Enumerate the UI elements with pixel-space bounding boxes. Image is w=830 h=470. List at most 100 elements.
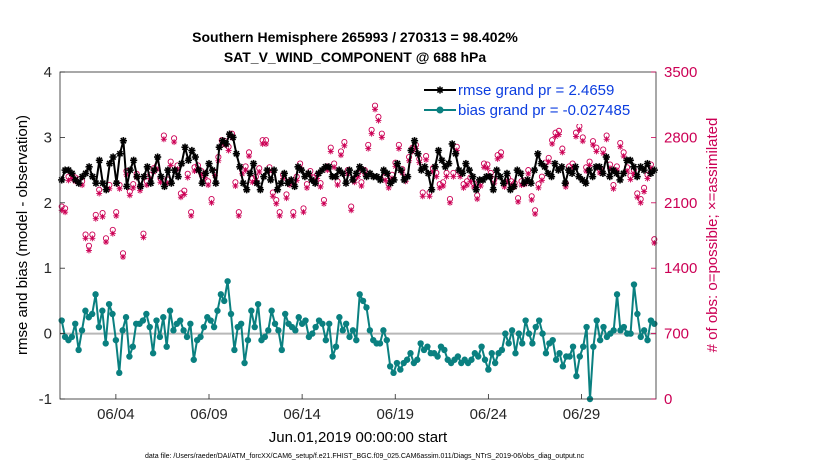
obs-assimilated-point — [395, 145, 402, 152]
obs-assimilated-point-stroke — [638, 200, 644, 206]
obs-assimilated-point-stroke — [372, 106, 378, 112]
bias-point — [78, 327, 86, 334]
bias-point — [529, 340, 536, 347]
rmse-point — [613, 169, 621, 177]
obs-assimilated-point — [610, 185, 617, 192]
bias-point — [491, 359, 499, 367]
rmse-point — [99, 179, 107, 187]
obs-assimilated-point-stroke — [576, 127, 582, 133]
chart-subtitle: SAT_V_WIND_COMPONENT @ 688 hPa — [224, 49, 487, 65]
rmse-point — [400, 176, 408, 184]
obs-assimilated-point — [365, 145, 372, 152]
y2-tick-label: 2100 — [664, 195, 697, 212]
rmse-point-stroke — [92, 180, 100, 187]
rmse-point — [647, 169, 655, 177]
obs-assimilated-point-stroke — [447, 200, 453, 206]
legend-rmse-marker-shape-stroke — [436, 86, 444, 94]
obs-assimilated-point-stroke — [130, 185, 136, 191]
rmse-point-stroke — [178, 160, 185, 167]
rmse-point — [253, 179, 261, 187]
rmse-point — [493, 166, 501, 174]
obs-assimilated-point — [572, 133, 579, 140]
obs-assimilated-point-stroke — [209, 200, 215, 206]
rmse-point — [191, 153, 199, 161]
obs-assimilated-point — [477, 182, 484, 189]
rmse-point-stroke — [353, 170, 360, 177]
rmse-point — [609, 166, 617, 174]
rmse-point — [452, 150, 460, 158]
bias-point — [522, 317, 529, 324]
bias-point — [166, 307, 174, 314]
rmse-point-stroke — [541, 163, 548, 170]
bias-point — [512, 350, 519, 357]
obs-assimilated-point-stroke — [284, 195, 289, 201]
obs-assimilated-point — [160, 136, 167, 143]
rmse-point-stroke — [449, 140, 456, 148]
obs-assimilated-point — [498, 153, 505, 160]
rmse-point-stroke — [89, 173, 96, 180]
obs-assimilated-point-stroke — [600, 150, 606, 156]
rmse-point-stroke — [175, 173, 182, 180]
rmse-point — [643, 159, 652, 168]
rmse-point-stroke — [103, 186, 110, 193]
rmse-point — [438, 156, 446, 164]
rmse-point — [390, 176, 398, 184]
obs-assimilated-point-stroke — [515, 199, 521, 205]
rmse-point — [75, 179, 83, 187]
bias-point — [485, 366, 492, 373]
bias-point — [129, 343, 137, 350]
bias-point — [82, 307, 89, 314]
obs-assimilated-point — [617, 143, 624, 150]
obs-assimilated-point — [358, 182, 365, 189]
obs-assimilated-point-stroke — [226, 148, 232, 153]
rmse-point-stroke — [534, 150, 541, 157]
bias-point — [187, 320, 194, 327]
obs-assimilated-point — [474, 196, 481, 203]
bias-point — [596, 336, 604, 344]
rmse-point-stroke — [164, 166, 172, 174]
bias-point — [281, 310, 289, 318]
obs-assimilated-point — [446, 199, 453, 206]
rmse-point-stroke — [253, 180, 261, 187]
bias-point — [481, 356, 489, 363]
bias-point — [532, 323, 539, 331]
rmse-point-stroke — [634, 173, 641, 180]
rmse-point-stroke — [140, 173, 148, 180]
bias-point — [342, 320, 350, 327]
rmse-point-stroke — [298, 166, 305, 174]
obs-assimilated-point-stroke — [338, 152, 344, 158]
bias-point — [119, 327, 126, 334]
obs-assimilated-point-stroke — [621, 153, 627, 159]
rmse-point-stroke — [527, 180, 535, 187]
obs-assimilated-point — [440, 182, 447, 189]
obs-assimilated-point — [92, 215, 99, 222]
obs-assimilated-point-stroke — [590, 142, 596, 148]
rmse-point-stroke — [616, 176, 624, 184]
rmse-point — [582, 179, 590, 187]
rmse-point — [510, 182, 518, 191]
bias-point — [566, 353, 573, 360]
obs-assimilated-point-stroke — [420, 193, 426, 199]
bias-point — [363, 304, 370, 311]
obs-assimilated-point-stroke — [62, 209, 68, 215]
obs-assimilated-point — [525, 170, 532, 177]
obs-assimilated-point — [443, 173, 450, 180]
obs-assimilated-point — [283, 195, 290, 202]
obs-assimilated-point-stroke — [379, 134, 385, 140]
obs-assimilated-point-stroke — [580, 138, 586, 144]
bias-point — [302, 317, 309, 324]
rmse-point-stroke — [586, 166, 593, 174]
obs-assimilated-point — [535, 184, 542, 191]
bias-point — [424, 343, 431, 350]
rmse-point — [551, 159, 559, 168]
obs-assimilated-point — [102, 239, 109, 246]
rmse-point-stroke — [294, 163, 302, 170]
legend-rmse-marker-shape — [436, 86, 444, 94]
rmse-point-stroke — [640, 166, 648, 174]
rmse-point — [277, 179, 285, 187]
rmse-point-stroke — [195, 166, 202, 174]
obs-assimilated-point — [637, 199, 644, 206]
rmse-point — [239, 179, 247, 187]
rmse-point-stroke — [613, 170, 620, 177]
rmse-point-stroke — [610, 166, 617, 174]
